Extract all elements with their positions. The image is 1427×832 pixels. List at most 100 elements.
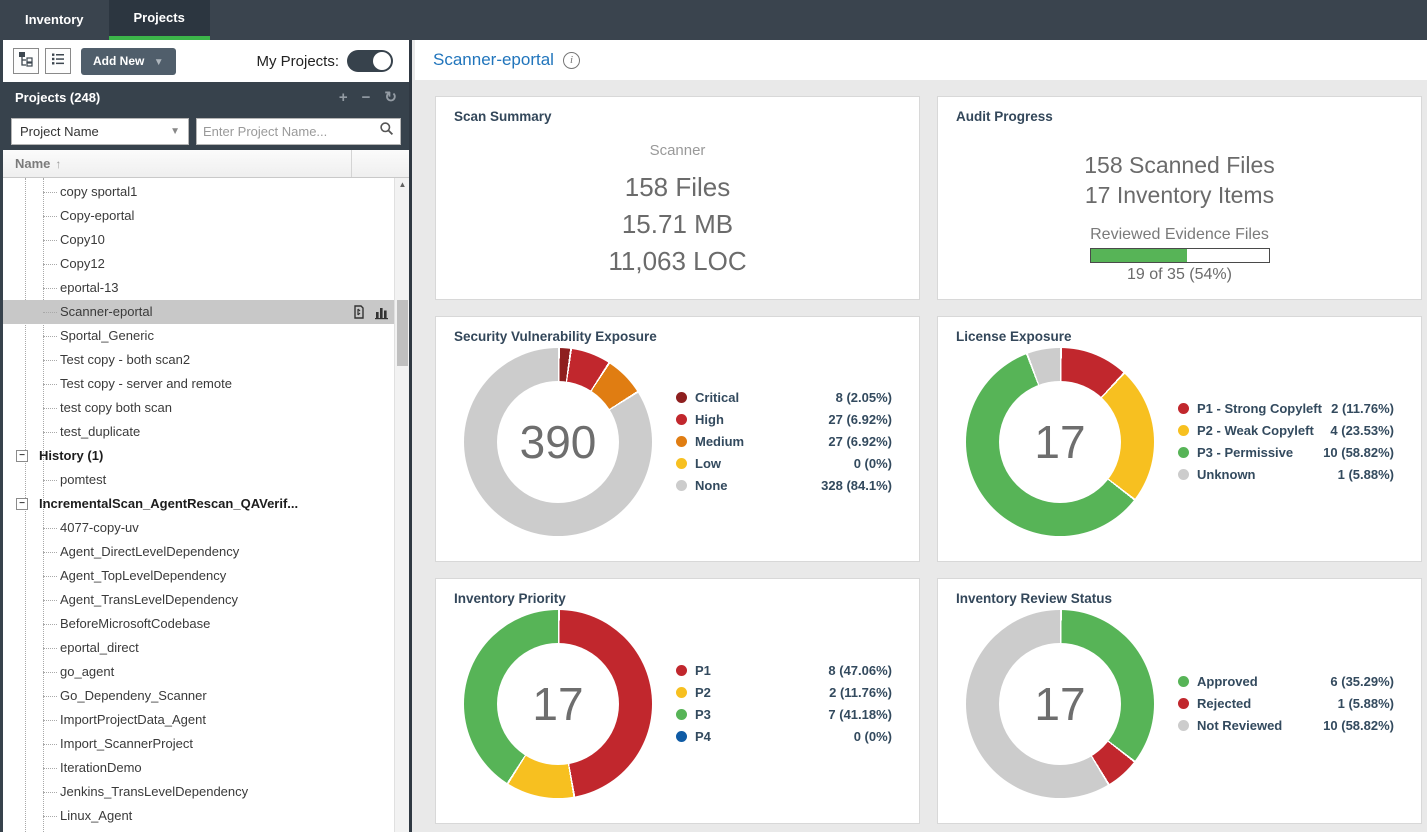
legend-item: Critical 8 (2.05%): [676, 390, 892, 406]
tree-item[interactable]: Jenkins_TransLevelDependency: [3, 780, 394, 804]
main-panel: Scanner-eportal i Scan Summary Scanner 1…: [415, 40, 1427, 832]
scrollbar-thumb[interactable]: [397, 300, 408, 366]
chart-legend: P1 8 (47.06%) P2 2 (11.76%) P3 7 (41.18%) P4 0 …: [676, 663, 892, 745]
tree-item-label: test_duplicate: [60, 424, 141, 439]
legend-label: P2 - Weak Copyleft: [1197, 423, 1314, 438]
bar-chart-icon[interactable]: [374, 304, 390, 320]
tree-item[interactable]: Copy10: [3, 228, 394, 252]
search-icon[interactable]: [379, 121, 394, 141]
scan-badge-icon[interactable]: [351, 304, 367, 320]
list-view-icon: [50, 51, 66, 72]
tree-item[interactable]: Agent_TopLevelDependency: [3, 564, 394, 588]
tree-item[interactable]: Go_Dependeny_Scanner: [3, 684, 394, 708]
tree-item-label: copy sportal1: [60, 184, 138, 199]
tree-item[interactable]: Linux_Agent: [3, 804, 394, 828]
legend-value: 328 (84.1%): [821, 478, 892, 493]
legend-item: P4 0 (0%): [676, 729, 892, 745]
tree-item[interactable]: go_agent: [3, 660, 394, 684]
donut-total: 390: [519, 416, 597, 468]
remove-project-icon[interactable]: −: [361, 88, 371, 106]
tree-item[interactable]: Test copy - server and remote: [3, 372, 394, 396]
tab-inventory[interactable]: Inventory: [25, 12, 84, 27]
name-column-label: Name: [15, 156, 51, 171]
legend-label: Medium: [695, 434, 745, 449]
tree-item-label: Copy10: [60, 232, 105, 247]
scan-summary-card: Scan Summary Scanner 158 Files 15.71 MB …: [435, 96, 920, 300]
tree-item[interactable]: Agent_DirectLevelDependency: [3, 540, 394, 564]
tree-item-label: Import_ScannerProject: [60, 736, 193, 751]
tree-item[interactable]: 4077-copy-uv: [3, 516, 394, 540]
donut-chart[interactable]: 17: [966, 348, 1154, 536]
progress-bar: [1089, 248, 1270, 263]
collapse-toggle-icon[interactable]: −: [16, 450, 28, 462]
tree-item[interactable]: Scanner-eportal: [3, 300, 394, 324]
progress-fill: [1090, 249, 1187, 262]
legend-item: P3 7 (41.18%): [676, 707, 892, 723]
tab-projects[interactable]: Projects: [108, 0, 210, 40]
search-field-select[interactable]: Project Name ▼: [11, 117, 189, 145]
tree-item[interactable]: IterationDemo: [3, 756, 394, 780]
tree-view-button[interactable]: [13, 48, 39, 74]
license-exposure-card: License Exposure 17 P1 - Strong Copyleft…: [937, 316, 1422, 562]
add-new-button[interactable]: Add New ▼: [81, 47, 176, 75]
tree-item[interactable]: copy sportal1: [3, 180, 394, 204]
legend-label: P2: [695, 685, 711, 700]
tree-item[interactable]: Test copy - both scan2: [3, 348, 394, 372]
legend-color-dot: [1178, 447, 1189, 458]
legend-color-dot: [1178, 676, 1189, 687]
info-icon[interactable]: i: [562, 51, 580, 69]
tree-item[interactable]: BeforeMicrosoftCodebase: [3, 612, 394, 636]
tree-item-label: eportal-13: [60, 280, 119, 295]
scan-files-count: 158 Files: [624, 172, 731, 202]
tree-item[interactable]: − History (1): [3, 444, 394, 468]
legend-value: 0 (0%): [853, 456, 892, 471]
tree-item[interactable]: Copy12: [3, 252, 394, 276]
scroll-up-icon[interactable]: ▲: [398, 180, 407, 189]
card-title: Scan Summary: [454, 109, 552, 124]
collapse-toggle-icon[interactable]: −: [16, 498, 28, 510]
tree-item-label: Go_Dependeny_Scanner: [60, 688, 207, 703]
legend-color-dot: [676, 480, 687, 491]
chart-legend: P1 - Strong Copyleft 2 (11.76%) P2 - Weak …: [1178, 401, 1394, 483]
tree-item[interactable]: − IncrementalScan_AgentRescan_QAVerif...: [3, 492, 394, 516]
tree-item[interactable]: ImportProjectData_Agent: [3, 708, 394, 732]
tree-item-label: History (1): [39, 448, 104, 463]
top-nav-bar: Inventory Projects: [0, 0, 1427, 40]
card-title: License Exposure: [956, 329, 1072, 344]
tree-item[interactable]: eportal_direct: [3, 636, 394, 660]
legend-label: P4: [695, 729, 711, 744]
list-view-button[interactable]: [45, 48, 71, 74]
legend-value: 10 (58.82%): [1323, 718, 1394, 733]
donut-chart[interactable]: 17: [464, 610, 652, 798]
tree-item[interactable]: pomtest: [3, 468, 394, 492]
name-column-header[interactable]: Name ↑: [3, 150, 409, 178]
tree-item[interactable]: Agent_TransLevelDependency: [3, 588, 394, 612]
chevron-down-icon: ▼: [170, 125, 180, 137]
tree-item[interactable]: Sportal_Generic: [3, 324, 394, 348]
refresh-icon[interactable]: ↻: [384, 88, 397, 106]
tree-scrollbar[interactable]: ▲: [394, 178, 409, 832]
scan-loc: 11,063 LOC: [608, 246, 747, 276]
legend-color-dot: [676, 458, 687, 469]
tree-item[interactable]: test copy both scan: [3, 396, 394, 420]
scan-source-label: Scanner: [649, 142, 706, 159]
tree-item[interactable]: test_duplicate: [3, 420, 394, 444]
donut-hole: 390: [497, 381, 619, 503]
dashboard-content: Scan Summary Scanner 158 Files 15.71 MB …: [415, 80, 1427, 832]
sidebar-toolbar: Add New ▼ My Projects:: [3, 40, 409, 82]
add-project-icon[interactable]: +: [338, 88, 348, 106]
chart-legend: Critical 8 (2.05%) High 27 (6.92%) Medium 27 …: [676, 390, 892, 494]
tree-item-label: BeforeMicrosoftCodebase: [60, 616, 211, 631]
donut-chart[interactable]: 17: [966, 610, 1154, 798]
tree-item[interactable]: Import_ScannerProject: [3, 732, 394, 756]
tree-item[interactable]: eportal-13: [3, 276, 394, 300]
card-title: Inventory Priority: [454, 591, 566, 606]
project-search-input[interactable]: [203, 123, 379, 139]
tree-item[interactable]: Copy-eportal: [3, 204, 394, 228]
my-projects-toggle[interactable]: [347, 50, 393, 72]
legend-item: Not Reviewed 10 (58.82%): [1178, 718, 1394, 734]
projects-count-title: Projects (248): [15, 89, 101, 105]
card-title: Inventory Review Status: [956, 591, 1113, 606]
donut-chart[interactable]: 390: [464, 348, 652, 536]
